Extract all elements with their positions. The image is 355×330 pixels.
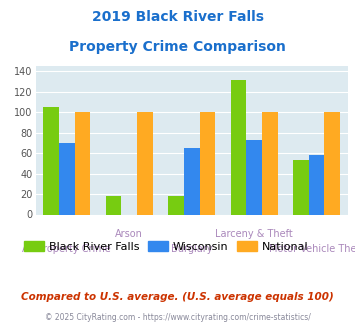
Bar bbox=[309, 155, 324, 214]
Text: Larceny & Theft: Larceny & Theft bbox=[215, 229, 293, 239]
Bar bbox=[200, 112, 215, 214]
Bar bbox=[324, 112, 340, 214]
Text: Property Crime Comparison: Property Crime Comparison bbox=[69, 40, 286, 53]
Text: 2019 Black River Falls: 2019 Black River Falls bbox=[92, 10, 263, 24]
Bar bbox=[75, 112, 90, 214]
Bar bbox=[293, 160, 309, 214]
Text: Burglary: Burglary bbox=[171, 244, 212, 254]
Bar bbox=[246, 140, 262, 214]
Legend: Black River Falls, Wisconsin, National: Black River Falls, Wisconsin, National bbox=[20, 237, 312, 256]
Bar bbox=[168, 196, 184, 214]
Text: © 2025 CityRating.com - https://www.cityrating.com/crime-statistics/: © 2025 CityRating.com - https://www.city… bbox=[45, 313, 310, 322]
Bar bbox=[137, 112, 153, 214]
Text: Motor Vehicle Theft: Motor Vehicle Theft bbox=[269, 244, 355, 254]
Bar bbox=[43, 107, 59, 214]
Bar bbox=[262, 112, 278, 214]
Bar bbox=[106, 196, 121, 214]
Text: Arson: Arson bbox=[115, 229, 143, 239]
Bar bbox=[184, 148, 200, 214]
Bar bbox=[231, 80, 246, 214]
Text: Compared to U.S. average. (U.S. average equals 100): Compared to U.S. average. (U.S. average … bbox=[21, 292, 334, 302]
Bar bbox=[59, 143, 75, 214]
Text: All Property Crime: All Property Crime bbox=[22, 244, 111, 254]
